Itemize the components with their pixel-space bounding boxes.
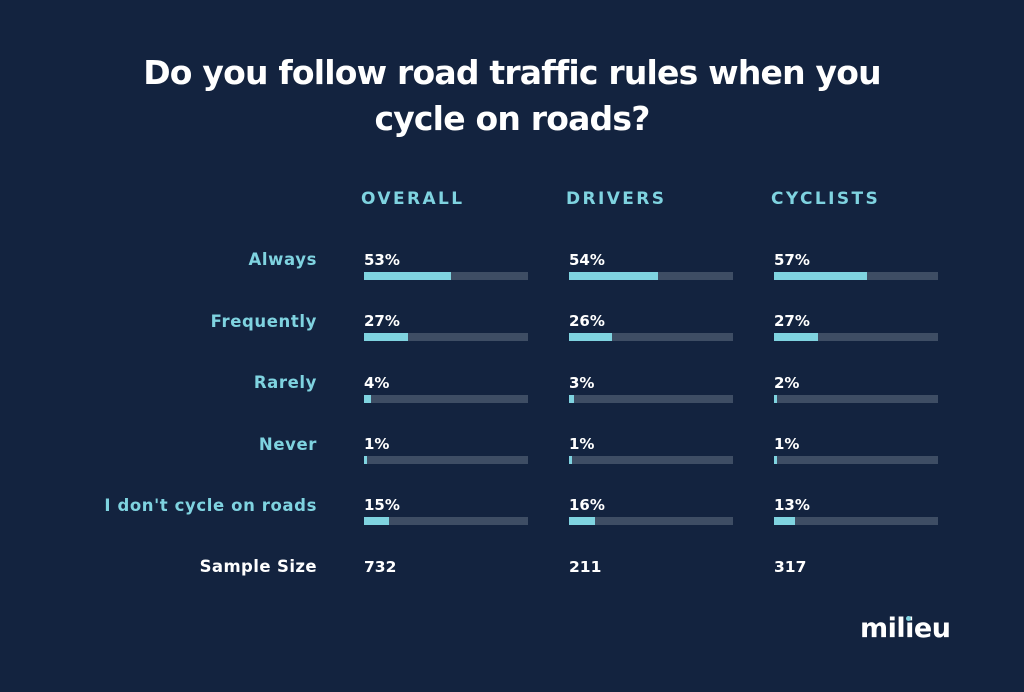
bar-track	[364, 272, 528, 280]
chart-title-line-2: cycle on roads?	[374, 99, 650, 138]
bar-fill	[569, 395, 574, 403]
bar-cell-overall-frequently: 27%	[364, 312, 528, 341]
bar-value-label: 1%	[569, 435, 595, 453]
bar-track	[364, 456, 528, 464]
sample-size-cyclists: 317	[774, 558, 807, 576]
row-label-always: Always	[248, 250, 317, 269]
bar-cell-drivers-i-don-t-cycle-on-roads: 16%	[569, 496, 733, 525]
bar-track	[569, 333, 733, 341]
bar-track	[774, 333, 938, 341]
bar-cell-cyclists-i-don-t-cycle-on-roads: 13%	[774, 496, 938, 525]
bar-value-label: 57%	[774, 251, 810, 269]
sample-size-drivers: 211	[569, 558, 602, 576]
bar-value-label: 1%	[774, 435, 800, 453]
bar-value-label: 27%	[774, 312, 810, 330]
bar-value-label: 1%	[364, 435, 390, 453]
row-label-never: Never	[258, 435, 317, 454]
bar-cell-overall-never: 1%	[364, 435, 528, 464]
bar-value-label: 2%	[774, 374, 800, 392]
row-label-i-don-t-cycle-on-roads: I don't cycle on roads	[104, 496, 317, 515]
bar-cell-overall-always: 53%	[364, 251, 528, 280]
bar-track	[569, 456, 733, 464]
bar-track	[569, 272, 733, 280]
bar-fill	[569, 333, 612, 341]
milieu-logo-text: milieu	[860, 613, 951, 644]
chart-title-line-1: Do you follow road traffic rules when yo…	[143, 53, 881, 92]
row-label-rarely: Rarely	[253, 373, 317, 392]
bar-value-label: 54%	[569, 251, 605, 269]
bar-cell-cyclists-rarely: 2%	[774, 374, 938, 403]
column-header-cyclists: CYCLISTS	[771, 189, 881, 209]
bar-fill	[569, 456, 572, 464]
bar-track	[569, 395, 733, 403]
bar-track	[774, 395, 938, 403]
bar-fill	[569, 517, 595, 525]
bar-value-label: 53%	[364, 251, 400, 269]
bar-cell-overall-i-don-t-cycle-on-roads: 15%	[364, 496, 528, 525]
bar-track	[774, 517, 938, 525]
bar-cell-cyclists-never: 1%	[774, 435, 938, 464]
bar-track	[774, 456, 938, 464]
bar-value-label: 4%	[364, 374, 390, 392]
bar-fill	[569, 272, 658, 280]
chart-title: Do you follow road traffic rules when yo…	[0, 50, 1024, 142]
bar-value-label: 26%	[569, 312, 605, 330]
bar-track	[364, 517, 528, 525]
bar-track	[364, 395, 528, 403]
bar-fill	[774, 517, 795, 525]
bar-cell-drivers-frequently: 26%	[569, 312, 733, 341]
bar-value-label: 3%	[569, 374, 595, 392]
column-header-overall: OVERALL	[361, 189, 465, 209]
bar-value-label: 16%	[569, 496, 605, 514]
bar-fill	[774, 395, 777, 403]
bar-track	[774, 272, 938, 280]
bar-cell-drivers-never: 1%	[569, 435, 733, 464]
bar-cell-drivers-always: 54%	[569, 251, 733, 280]
bar-value-label: 13%	[774, 496, 810, 514]
milieu-logo: milieu	[860, 612, 951, 646]
bar-fill	[774, 272, 867, 280]
milieu-logo-dot	[906, 616, 911, 621]
bar-fill	[364, 395, 371, 403]
sample-size-label: Sample Size	[199, 557, 317, 576]
bar-value-label: 27%	[364, 312, 400, 330]
bar-cell-drivers-rarely: 3%	[569, 374, 733, 403]
bar-value-label: 15%	[364, 496, 400, 514]
bar-fill	[774, 456, 777, 464]
bar-track	[569, 517, 733, 525]
bar-cell-cyclists-frequently: 27%	[774, 312, 938, 341]
bar-fill	[774, 333, 818, 341]
bar-fill	[364, 333, 408, 341]
bar-fill	[364, 272, 451, 280]
bar-cell-cyclists-always: 57%	[774, 251, 938, 280]
bar-fill	[364, 517, 389, 525]
bar-track	[364, 333, 528, 341]
bar-fill	[364, 456, 367, 464]
bar-cell-overall-rarely: 4%	[364, 374, 528, 403]
sample-size-overall: 732	[364, 558, 397, 576]
row-label-frequently: Frequently	[210, 312, 317, 331]
column-header-drivers: DRIVERS	[566, 189, 667, 209]
